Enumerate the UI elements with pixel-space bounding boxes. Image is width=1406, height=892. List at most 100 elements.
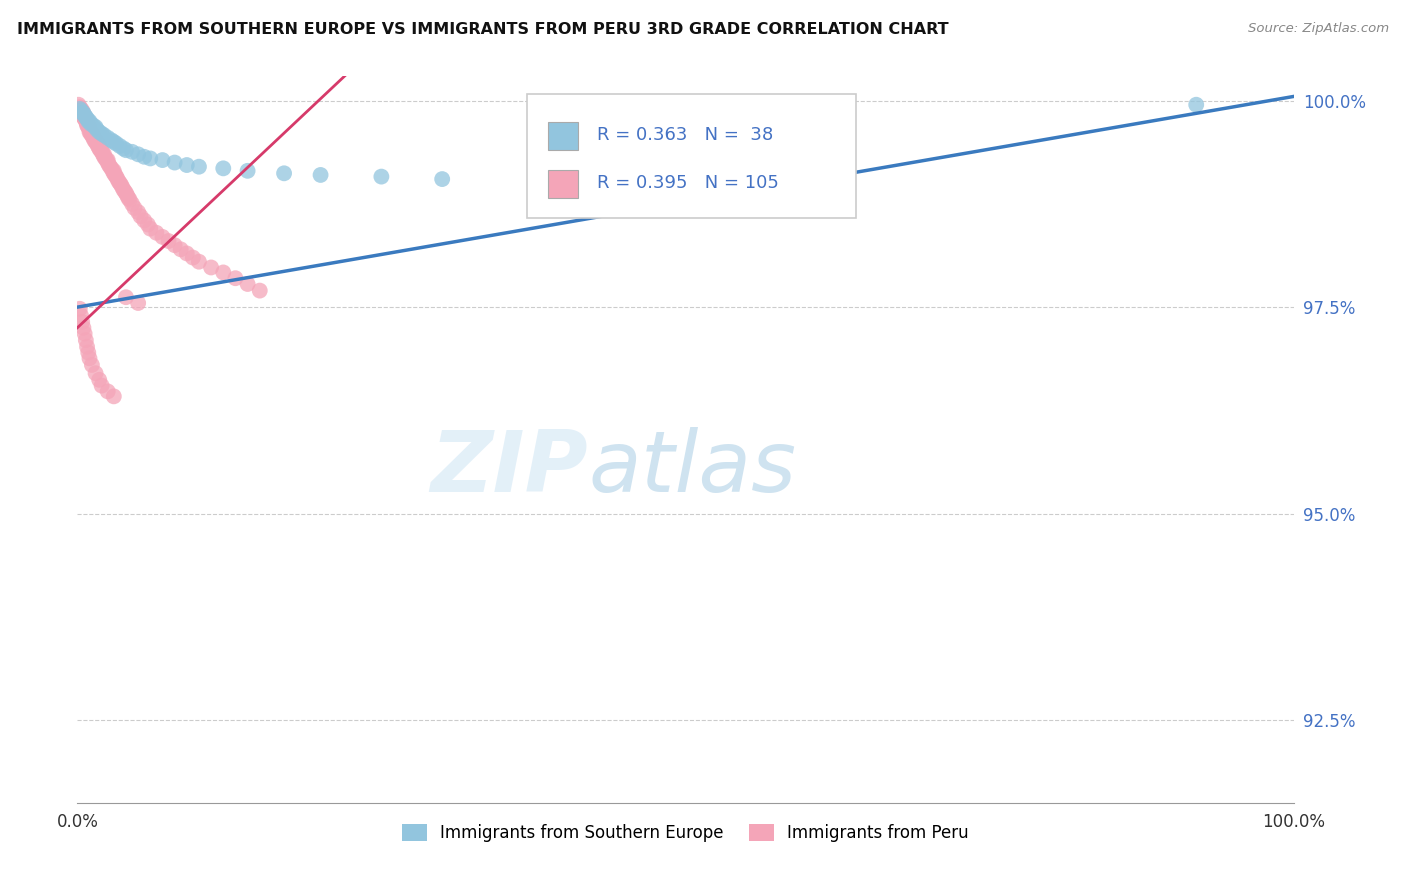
Point xyxy=(163,155,186,169)
Point xyxy=(89,142,111,156)
Point xyxy=(103,166,125,180)
Point xyxy=(69,100,91,114)
Point xyxy=(176,246,198,260)
Point xyxy=(89,143,111,157)
Point xyxy=(70,315,93,329)
Point xyxy=(72,110,94,124)
Point xyxy=(77,120,100,134)
Point xyxy=(224,271,246,285)
Point xyxy=(80,128,103,143)
Point xyxy=(73,326,96,341)
Point xyxy=(103,164,125,178)
Point xyxy=(90,143,112,157)
Point xyxy=(94,152,117,166)
Point xyxy=(70,103,93,118)
Point xyxy=(84,120,107,134)
Text: R = 0.395   N = 105: R = 0.395 N = 105 xyxy=(596,175,779,193)
Point xyxy=(118,193,141,207)
Point xyxy=(107,172,129,186)
Point xyxy=(370,169,392,184)
Point xyxy=(96,153,118,167)
Point xyxy=(73,108,96,122)
Point xyxy=(79,114,101,128)
Point xyxy=(73,110,96,124)
Point xyxy=(152,153,174,167)
Point xyxy=(121,197,143,211)
Point xyxy=(127,296,149,310)
Point xyxy=(212,161,235,176)
Point xyxy=(72,320,94,334)
Point xyxy=(80,358,103,372)
Point xyxy=(127,205,149,219)
Point xyxy=(157,234,180,248)
Point xyxy=(89,373,111,387)
Point xyxy=(104,168,127,182)
Point xyxy=(115,143,138,157)
Text: IMMIGRANTS FROM SOUTHERN EUROPE VS IMMIGRANTS FROM PERU 3RD GRADE CORRELATION CH: IMMIGRANTS FROM SOUTHERN EUROPE VS IMMIG… xyxy=(17,22,949,37)
Point xyxy=(105,136,128,151)
Point xyxy=(430,172,453,186)
Point xyxy=(114,185,136,199)
Point xyxy=(236,164,259,178)
Point xyxy=(83,133,105,147)
Point xyxy=(152,230,174,244)
Point xyxy=(90,127,112,141)
Point xyxy=(112,142,135,156)
Point xyxy=(236,277,259,291)
Point xyxy=(124,201,146,215)
Point xyxy=(103,135,125,149)
Point xyxy=(309,168,332,182)
Point xyxy=(112,183,135,197)
Point xyxy=(72,108,94,122)
Point xyxy=(100,161,122,176)
Point xyxy=(129,209,152,223)
Point xyxy=(176,158,198,172)
Text: ZIP: ZIP xyxy=(430,427,588,510)
Point xyxy=(76,119,98,133)
Point xyxy=(70,103,93,118)
Point xyxy=(111,180,134,194)
Point xyxy=(70,103,93,118)
Point xyxy=(70,106,93,120)
Point xyxy=(80,117,103,131)
Point xyxy=(200,260,222,275)
Point xyxy=(89,139,111,153)
Point xyxy=(163,238,186,252)
Point xyxy=(107,175,129,189)
Point xyxy=(115,186,138,201)
Point xyxy=(91,147,114,161)
Point xyxy=(86,135,108,149)
Point xyxy=(101,164,124,178)
Point xyxy=(87,139,110,153)
Point xyxy=(72,106,94,120)
Point xyxy=(69,102,91,116)
Point xyxy=(76,117,98,131)
Point xyxy=(70,309,93,323)
Point xyxy=(188,160,211,174)
Point xyxy=(97,153,120,167)
Point xyxy=(79,351,101,366)
Point xyxy=(90,145,112,159)
Point xyxy=(69,102,91,116)
Point xyxy=(127,147,149,161)
Point xyxy=(79,122,101,136)
Point xyxy=(93,147,115,161)
Point xyxy=(1185,97,1208,112)
Point xyxy=(80,127,103,141)
Point xyxy=(93,128,115,143)
FancyBboxPatch shape xyxy=(527,94,856,218)
Bar xyxy=(548,170,578,198)
Point xyxy=(100,133,122,147)
Point xyxy=(273,166,295,180)
Point xyxy=(86,136,108,151)
Point xyxy=(117,191,139,205)
Text: Source: ZipAtlas.com: Source: ZipAtlas.com xyxy=(1249,22,1389,36)
Point xyxy=(77,119,100,133)
Point xyxy=(181,251,204,265)
Point xyxy=(145,226,167,240)
Point xyxy=(105,169,128,184)
Point xyxy=(115,188,138,202)
Point xyxy=(121,145,143,159)
Point xyxy=(249,284,271,298)
Point xyxy=(89,142,111,156)
